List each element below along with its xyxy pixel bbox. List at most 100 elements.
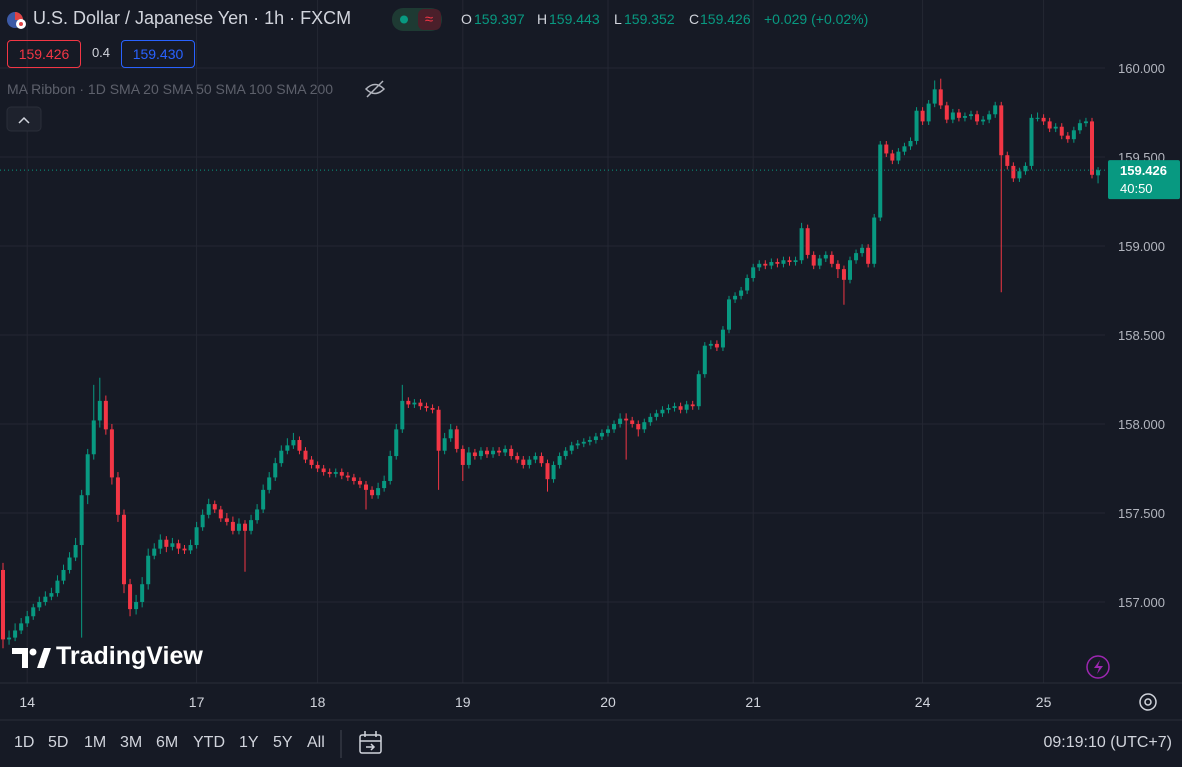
candle-body xyxy=(920,110,925,122)
candle-body xyxy=(872,217,877,264)
candle-body xyxy=(188,545,193,551)
candle-body xyxy=(400,400,405,430)
candle-body xyxy=(1005,155,1010,166)
range-button[interactable]: YTD xyxy=(193,734,225,751)
candle-body xyxy=(1041,117,1046,122)
candle-body xyxy=(896,151,901,161)
status-pill[interactable]: ≈ xyxy=(392,8,442,31)
range-button[interactable]: 1Y xyxy=(239,734,259,751)
candle-body xyxy=(430,407,435,410)
candle-body xyxy=(1053,126,1058,129)
x-tick-label: 18 xyxy=(310,694,326,710)
candle-body xyxy=(829,254,834,264)
range-button[interactable]: 1D xyxy=(14,734,35,751)
candle-body xyxy=(981,119,986,122)
candle-body xyxy=(672,406,677,408)
candle-body xyxy=(79,495,84,546)
candle-body xyxy=(291,440,296,446)
candle-body xyxy=(321,468,326,473)
candle-body xyxy=(999,105,1004,156)
y-tick-label: 158.000 xyxy=(1118,417,1165,432)
ohlc-value: 159.443 xyxy=(549,11,600,27)
candle-body xyxy=(200,514,205,528)
y-tick-label: 158.500 xyxy=(1118,328,1165,343)
candle-body xyxy=(146,555,151,585)
candle-body xyxy=(745,278,750,291)
candle-body xyxy=(636,424,641,430)
candle-body xyxy=(218,509,223,519)
candle-body xyxy=(914,110,919,141)
candle-body xyxy=(739,290,744,296)
candle-body xyxy=(1065,135,1070,140)
sell-button[interactable]: 159.426 xyxy=(7,40,81,68)
candle-body xyxy=(781,260,786,264)
candle-body xyxy=(714,343,719,348)
candle-body xyxy=(811,254,816,266)
candles xyxy=(0,78,1105,649)
candle-body xyxy=(261,489,266,510)
range-button[interactable]: All xyxy=(307,734,325,751)
range-button[interactable]: 5Y xyxy=(273,734,293,751)
settings-icon[interactable] xyxy=(1139,693,1157,711)
candle-body xyxy=(993,105,998,115)
candle-body xyxy=(763,263,768,266)
clock: 09:19:10 (UTC+7) xyxy=(1043,734,1172,751)
candle-body xyxy=(345,475,350,478)
candle-body xyxy=(236,523,241,531)
ohlc-value: 159.426 xyxy=(700,11,751,27)
candle-body xyxy=(122,514,126,585)
candle-body xyxy=(533,456,538,460)
candle-body xyxy=(315,464,320,469)
candle-body xyxy=(43,596,48,603)
candle-body xyxy=(73,545,78,558)
candle-body xyxy=(563,450,568,457)
candle-body xyxy=(176,543,181,549)
spread: 0.4 xyxy=(91,45,111,60)
candle-body xyxy=(497,450,502,453)
candle-body xyxy=(787,260,792,263)
range-button[interactable]: 1M xyxy=(84,734,107,751)
buy-button[interactable]: 159.430 xyxy=(121,40,195,68)
candle-body xyxy=(55,580,60,594)
candle-body xyxy=(303,450,308,460)
candle-body xyxy=(642,422,647,430)
candle-body xyxy=(521,459,526,465)
y-tick-label: 157.500 xyxy=(1118,506,1165,521)
candle-body xyxy=(932,89,937,104)
candle-body xyxy=(527,459,532,465)
candle-body xyxy=(388,456,393,481)
candle-body xyxy=(1023,165,1028,172)
candle-body xyxy=(557,456,562,465)
candle-body xyxy=(890,153,895,161)
candle-body xyxy=(503,448,508,453)
collapse-button[interactable] xyxy=(6,106,42,132)
candle-body xyxy=(109,429,114,478)
candle-body xyxy=(987,114,992,120)
candle-body xyxy=(1090,121,1094,175)
range-button[interactable]: 3M xyxy=(120,734,143,751)
range-button[interactable]: 6M xyxy=(156,734,179,751)
candle-body xyxy=(485,450,489,455)
candle-body xyxy=(152,548,157,556)
x-tick-label: 20 xyxy=(600,694,616,710)
candle-body xyxy=(950,112,955,120)
indicator-label: MA Ribbon · 1D SMA 20 SMA 50 SMA 100 SMA… xyxy=(7,81,334,97)
ohlc-value: 159.352 xyxy=(624,11,675,27)
hide-icon[interactable] xyxy=(364,80,386,98)
y-tick-label: 157.000 xyxy=(1118,595,1165,610)
candle-body xyxy=(382,480,387,489)
candle-body xyxy=(128,584,133,610)
candle-body xyxy=(866,247,871,264)
calendar-icon[interactable] xyxy=(359,731,382,754)
candle-body xyxy=(630,420,635,425)
candle-body xyxy=(1083,121,1088,124)
lightning-icon[interactable] xyxy=(1086,655,1110,679)
candle-body xyxy=(751,267,756,279)
candle-body xyxy=(878,144,883,218)
candle-body xyxy=(539,456,544,464)
flag-icon xyxy=(7,12,26,29)
range-button[interactable]: 5D xyxy=(48,734,69,751)
candle-body xyxy=(182,548,187,551)
candle-body xyxy=(793,260,798,263)
ohlc-label: L xyxy=(614,11,622,27)
